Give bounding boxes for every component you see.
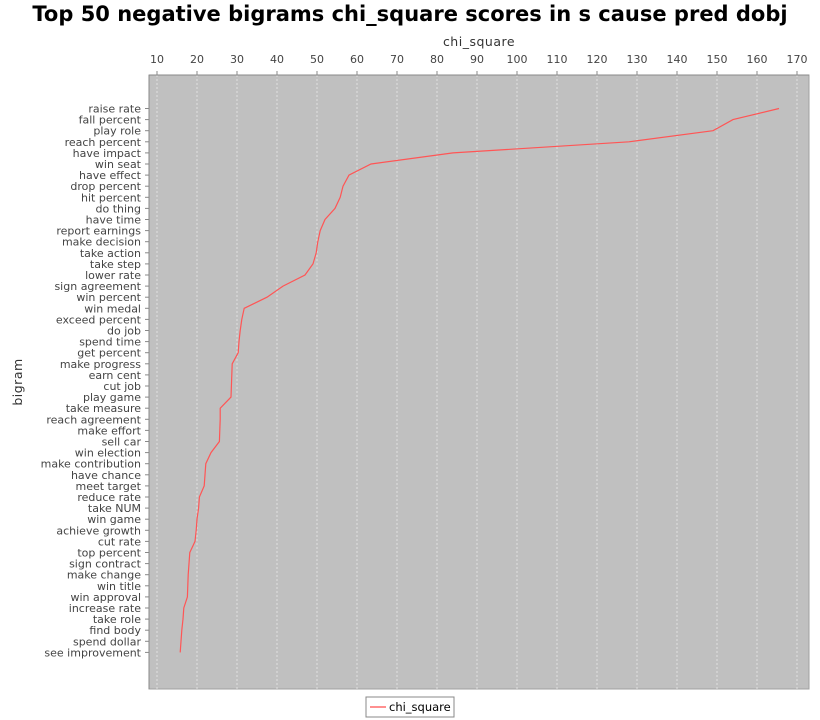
y-tick-label: make contribution [41,458,141,471]
y-tick-label: lower rate [85,269,141,282]
x-tick-label: 90 [470,53,484,66]
x-tick-label: 170 [787,53,808,66]
x-axis-label: chi_square [443,34,515,49]
y-tick-label: sell car [102,436,142,449]
y-tick-label: take action [80,247,141,260]
y-tick-label: win approval [70,591,141,604]
x-tick-label: 150 [707,53,728,66]
x-tick-label: 80 [430,53,444,66]
chart-title: Top 50 negative bigrams chi_square score… [32,2,788,26]
x-tick-label: 140 [667,53,688,66]
x-tick-label: 100 [507,53,528,66]
y-tick-label: do thing [95,202,141,215]
x-tick-label: 70 [390,53,404,66]
y-tick-label: have time [86,214,142,227]
y-tick-label: sign contract [69,558,142,571]
y-tick-label: sign agreement [54,280,141,293]
x-tick-label: 30 [230,53,244,66]
x-tick-label: 160 [747,53,768,66]
x-tick-label: 130 [627,53,648,66]
y-tick-label: make progress [60,358,141,371]
legend-box [365,696,455,718]
y-tick-label: increase rate [69,602,141,615]
y-tick-label: see improvement [44,646,141,659]
x-tick-label: 50 [310,53,324,66]
y-tick-label: cut rate [98,535,141,548]
x-tick-label: 110 [547,53,568,66]
y-tick-label: make effort [77,424,141,437]
y-tick-label: win seat [95,158,142,171]
y-tick-label: do job [107,325,141,338]
y-tick-label: meet target [75,480,141,493]
y-tick-label: play role [93,125,141,138]
y-tick-label: win election [75,447,141,460]
y-tick-label: have chance [71,469,141,482]
y-tick-label: take measure [66,402,142,415]
y-axis-label: bigram [10,358,25,405]
y-tick-label: play game [83,391,141,404]
legend: chi_square [365,696,455,718]
y-tick-label: reduce rate [77,491,141,504]
y-tick-label: win title [97,580,141,593]
plot-background [148,74,810,690]
y-tick-label: reach agreement [46,413,141,426]
y-tick-label: take NUM [88,502,141,515]
y-tick-label: win medal [84,302,141,315]
series-line-chi-square [179,107,780,653]
y-tick-label: make change [67,569,141,582]
y-tick-label: earn cent [89,369,142,382]
y-tick-label: hit percent [81,191,142,204]
y-tick-label: drop percent [70,180,141,193]
y-tick-label: make decision [62,236,141,249]
y-tick-label: get percent [77,347,141,360]
y-tick-label: raise rate [88,103,141,116]
y-tick-label: report earnings [56,225,141,238]
y-tick-label: take role [93,613,141,626]
x-axis-ticks: 10 20 30 40 50 60 70 80 90 100 110 120 130 140 150 160 1… [150,53,808,75]
y-tick-label: have impact [73,147,142,160]
y-tick-label: spend time [79,336,141,349]
y-tick-label: top percent [77,547,141,560]
x-tick-label: 20 [190,53,204,66]
x-tick-label: 10 [150,53,164,66]
y-tick-label: reach percent [65,136,142,149]
y-tick-label: win game [87,513,141,526]
x-tick-label: 120 [587,53,608,66]
y-tick-label: spend dollar [73,635,141,648]
x-tick-label: 60 [350,53,364,66]
legend-label: chi_square [389,700,451,714]
y-tick-label: find body [89,624,141,637]
y-tick-label: have effect [79,169,142,182]
y-tick-label: fall percent [79,114,142,127]
y-tick-label: cut job [103,380,141,393]
y-tick-label: win percent [76,291,141,304]
y-tick-label: exceed percent [56,313,142,326]
y-tick-label: take step [90,258,141,271]
x-tick-label: 40 [270,53,284,66]
series-layer [179,107,780,653]
y-tick-label: achieve growth [56,524,141,537]
